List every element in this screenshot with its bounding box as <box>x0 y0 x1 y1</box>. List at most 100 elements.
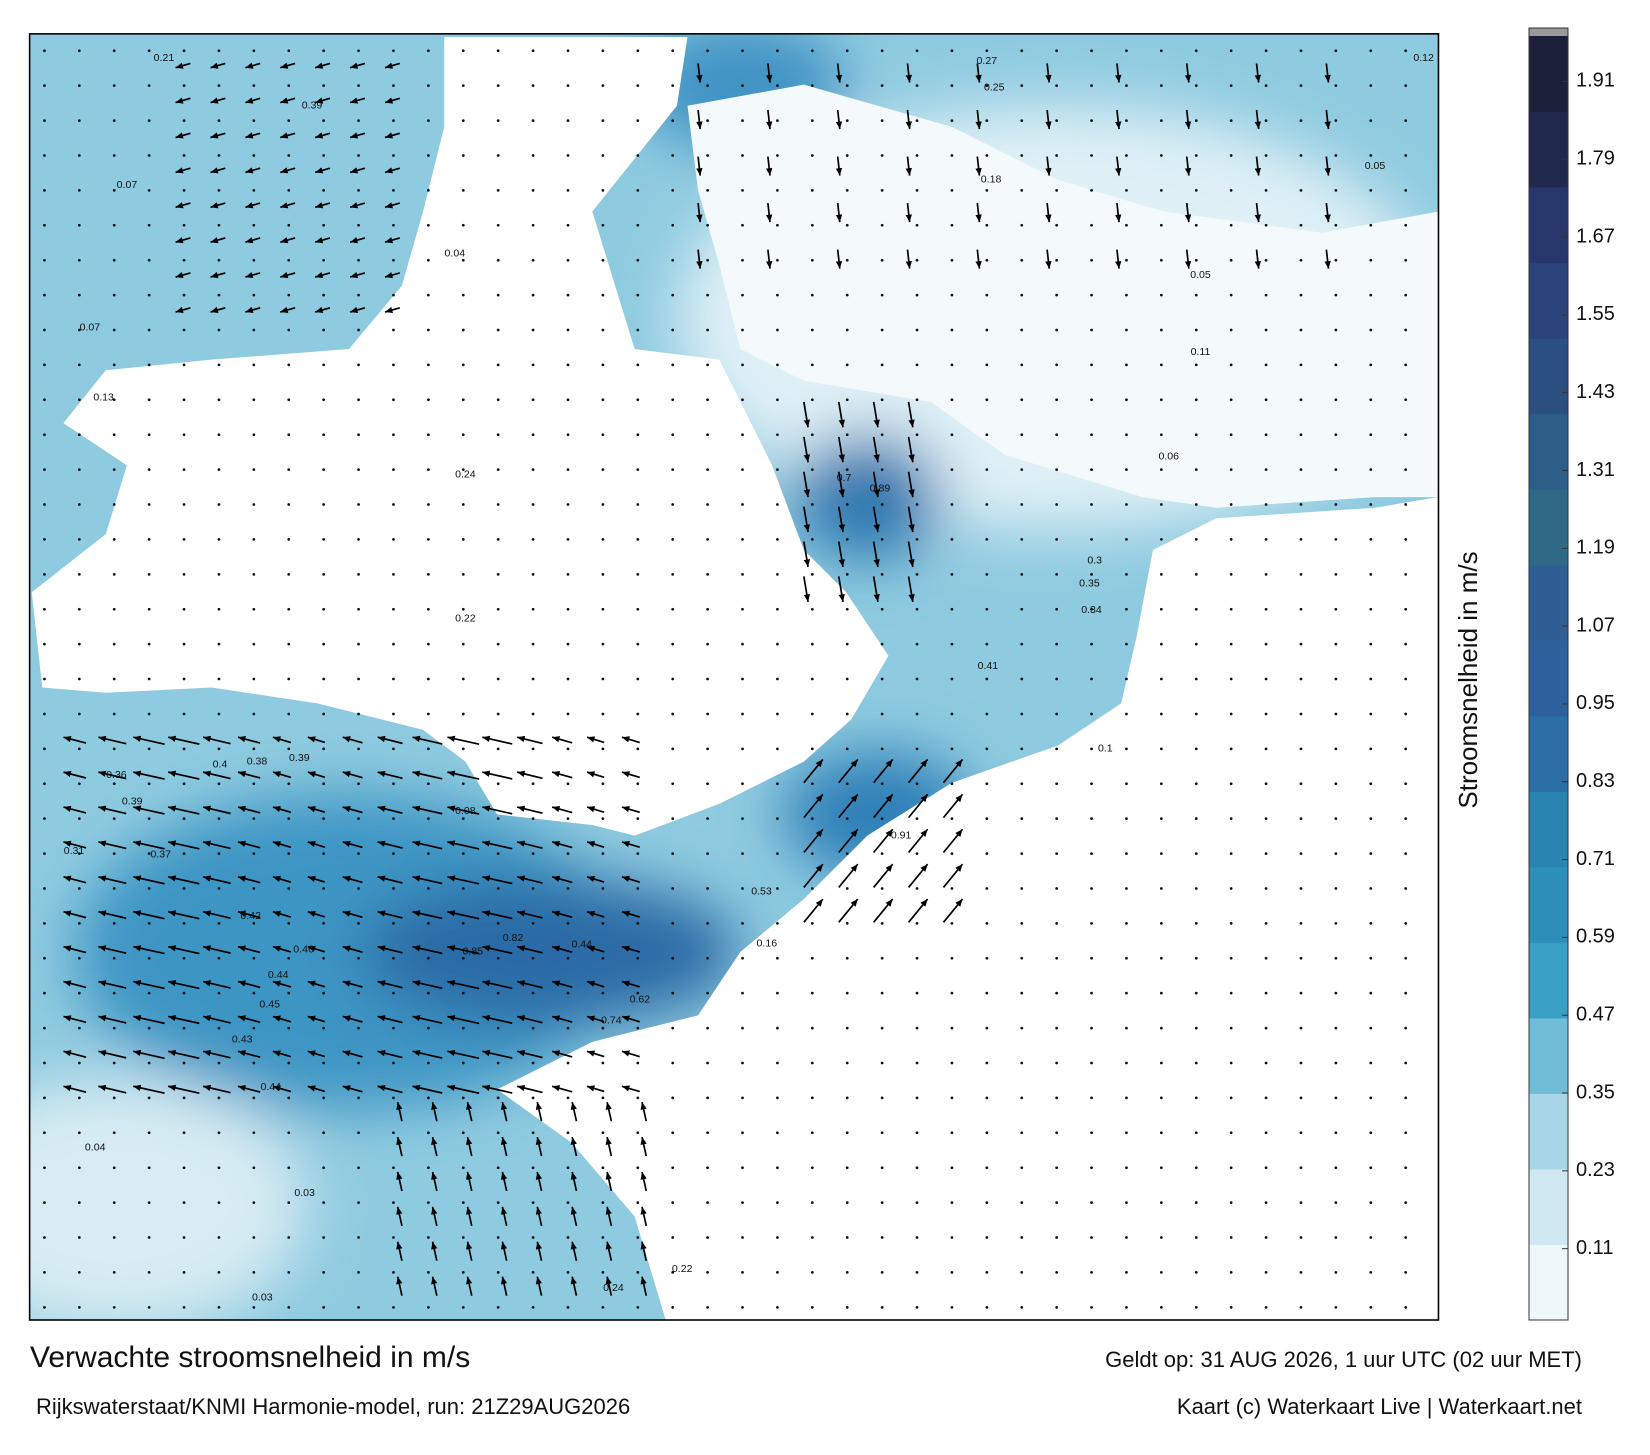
arrow-head <box>517 910 526 917</box>
grid-dot <box>1299 1305 1303 1309</box>
grid-dot <box>1125 328 1128 332</box>
grid-dot <box>1090 782 1093 786</box>
grid-dot <box>112 852 116 855</box>
grid-dot <box>496 991 500 995</box>
grid-dot <box>1369 468 1373 471</box>
grid-dot <box>1299 852 1303 855</box>
grid-dot <box>636 572 640 576</box>
grid-dot <box>915 1096 919 1100</box>
grid-dots <box>43 49 1408 1309</box>
grid-dot <box>776 1061 779 1065</box>
grid-dot <box>1369 84 1373 88</box>
grid-dot <box>287 1305 291 1309</box>
grid-dot <box>112 921 116 925</box>
grid-dot <box>461 1131 465 1135</box>
grid-dot <box>1229 991 1233 995</box>
grid-dot <box>1404 1271 1408 1274</box>
grid-dot <box>985 119 989 122</box>
grid-dot <box>1090 921 1093 925</box>
grid-dot <box>461 503 465 506</box>
grid-dot <box>985 1271 989 1274</box>
grid-dot <box>1299 887 1303 890</box>
arrow-head <box>210 237 219 244</box>
grid-dot <box>43 1096 46 1100</box>
grid-dot <box>461 852 465 855</box>
grid-dot <box>880 223 884 227</box>
arrow-head <box>1324 260 1331 269</box>
grid-dot <box>845 712 849 716</box>
arrow-head <box>815 759 823 768</box>
arrow-head <box>237 1050 246 1057</box>
grid-dot <box>287 712 291 716</box>
grid-dot <box>1334 293 1338 297</box>
arrow-head <box>587 1085 596 1092</box>
grid-dot <box>671 817 675 821</box>
arrow-head <box>920 759 928 768</box>
grid-dot <box>1159 956 1163 960</box>
grid-dot <box>985 154 989 157</box>
grid-dot <box>77 991 81 995</box>
grid-dot <box>1404 1305 1408 1309</box>
grid-dot <box>915 782 919 786</box>
grid-dot <box>1299 921 1303 925</box>
grid-dot <box>1299 84 1303 88</box>
grid-dot <box>77 572 81 576</box>
arrow-head <box>315 97 324 104</box>
grid-dot <box>1125 119 1128 122</box>
arrow-head <box>466 1241 473 1250</box>
arrow-head <box>552 945 561 952</box>
arrow-head <box>1115 121 1122 130</box>
grid-dot <box>1299 712 1303 716</box>
arrow-head <box>1184 260 1192 269</box>
grid-dot <box>950 433 954 437</box>
grid-dot <box>147 921 151 925</box>
grid-dot <box>845 782 849 786</box>
grid-dot <box>287 887 291 890</box>
grid-dot <box>880 503 884 506</box>
grid-dot <box>915 712 919 716</box>
grid-dot <box>112 782 116 786</box>
grid-dot <box>322 1271 326 1274</box>
grid-dot <box>1334 1201 1338 1204</box>
grid-dot <box>566 677 570 681</box>
arrow-head <box>517 1050 526 1057</box>
arrow-head <box>815 899 823 907</box>
grid-dot <box>1264 1061 1268 1065</box>
grid-dot <box>217 956 221 960</box>
speed-label: 0.41 <box>978 660 999 672</box>
arrow-head <box>815 864 823 872</box>
arrow-head <box>587 980 596 987</box>
arrow-head <box>245 97 254 104</box>
arrow-head <box>168 805 177 812</box>
grid-dot <box>845 49 849 53</box>
grid-dot <box>1229 712 1233 716</box>
arrow-head <box>133 840 142 847</box>
grid-dot <box>810 1305 814 1309</box>
grid-dot <box>43 223 46 227</box>
grid-dot <box>810 1201 814 1204</box>
grid-dot <box>531 1305 535 1309</box>
grid-dot <box>217 782 221 786</box>
grid-dot <box>357 398 360 402</box>
grid-dot <box>845 1201 849 1204</box>
grid-dot <box>566 154 570 157</box>
grid-dot <box>566 363 570 367</box>
grid-dot <box>112 747 116 751</box>
grid-dot <box>217 1166 221 1170</box>
arrow-head <box>905 74 912 83</box>
grid-dot <box>1159 747 1163 751</box>
grid-dot <box>636 607 640 611</box>
arrow-head <box>1184 74 1192 83</box>
grid-dot <box>426 887 430 890</box>
grid-dot <box>636 991 640 995</box>
grid-dot <box>182 956 186 960</box>
grid-dot <box>1159 363 1163 367</box>
grid-dot <box>252 1305 256 1309</box>
arrow-head <box>175 62 184 69</box>
grid-dot <box>322 956 326 960</box>
grid-dot <box>1334 607 1338 611</box>
grid-dot <box>77 677 81 681</box>
grid-dot <box>531 119 535 122</box>
grid-dot <box>217 1096 221 1100</box>
arrow-head <box>431 1102 438 1111</box>
